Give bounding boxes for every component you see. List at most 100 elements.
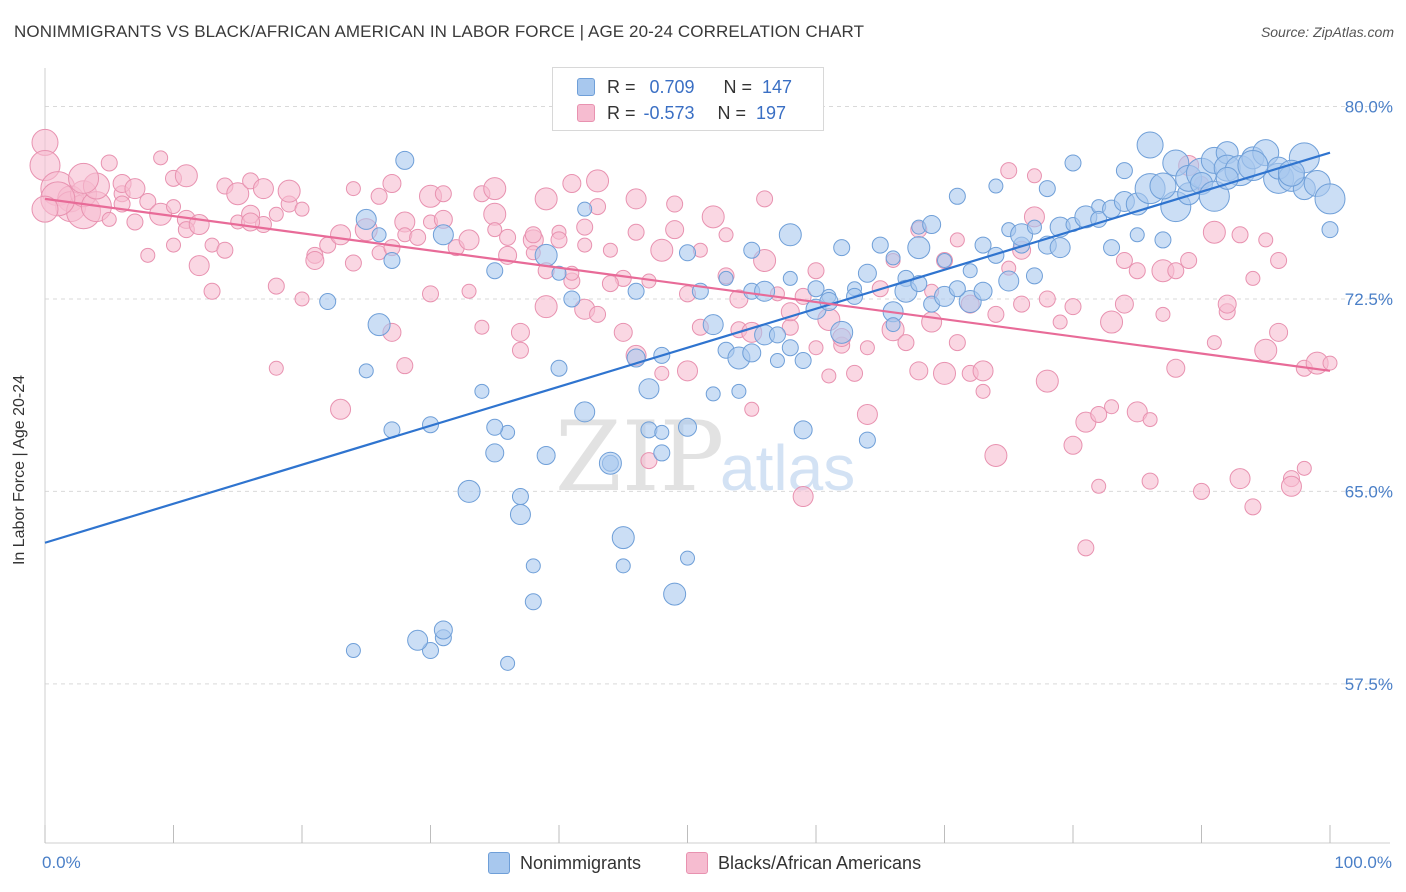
point-blacks <box>1064 298 1082 316</box>
point-blacks <box>216 241 234 259</box>
point-blacks <box>718 227 734 243</box>
point-nonimmigrants <box>525 558 541 574</box>
point-nonimmigrants <box>598 451 622 475</box>
trend-lines <box>44 151 1331 544</box>
point-blacks <box>586 169 610 193</box>
point-nonimmigrants <box>615 558 631 574</box>
point-nonimmigrants <box>782 270 798 286</box>
point-blacks <box>1114 294 1134 314</box>
point-nonimmigrants <box>743 241 761 259</box>
point-nonimmigrants <box>611 526 635 550</box>
point-blacks <box>846 364 864 382</box>
point-nonimmigrants <box>524 593 542 611</box>
point-nonimmigrants <box>1149 172 1177 200</box>
point-nonimmigrants <box>534 243 558 267</box>
legend-n-label: N = <box>717 102 747 123</box>
point-blacks <box>792 486 814 508</box>
point-blacks <box>666 195 684 213</box>
point-nonimmigrants <box>1026 219 1042 235</box>
point-nonimmigrants <box>781 339 799 357</box>
point-blacks <box>654 365 670 381</box>
bottom-legend-label: Nonimmigrants <box>520 852 642 873</box>
point-blacks <box>625 188 647 210</box>
point-blacks <box>577 237 593 253</box>
legend-n-label: N = <box>723 76 753 97</box>
point-blacks <box>984 444 1008 467</box>
point-blacks <box>589 198 607 216</box>
point-nonimmigrants <box>319 293 337 311</box>
point-nonimmigrants <box>663 582 687 606</box>
point-blacks <box>252 178 274 200</box>
legend-r-label: R = <box>607 102 636 123</box>
point-blacks <box>972 360 994 382</box>
point-blacks <box>474 319 490 335</box>
point-blacks <box>268 206 284 222</box>
point-nonimmigrants <box>509 504 531 526</box>
point-blacks <box>1115 251 1133 269</box>
point-nonimmigrants <box>680 550 695 566</box>
point-nonimmigrants <box>485 443 505 463</box>
point-blacks <box>897 334 915 352</box>
point-blacks <box>101 211 117 227</box>
point-blacks <box>1254 338 1278 362</box>
point-nonimmigrants <box>653 444 671 462</box>
y-tick-label: 57.5% <box>1345 675 1393 694</box>
point-blacks <box>1206 335 1222 351</box>
point-blacks <box>203 282 221 300</box>
point-nonimmigrants <box>457 479 481 503</box>
point-nonimmigrants <box>678 417 697 437</box>
point-nonimmigrants <box>793 420 813 440</box>
point-nonimmigrants <box>962 263 978 279</box>
point-blacks <box>756 190 774 208</box>
point-nonimmigrants <box>833 239 851 257</box>
legend-swatch-blue <box>577 78 595 96</box>
point-nonimmigrants <box>1129 227 1145 243</box>
point-blacks <box>808 340 824 356</box>
point-blacks <box>267 277 285 295</box>
point-blacks <box>856 403 878 425</box>
point-nonimmigrants <box>858 431 876 449</box>
point-nonimmigrants <box>794 352 812 370</box>
point-nonimmigrants <box>1038 180 1056 198</box>
legend-swatch-pink <box>577 104 595 122</box>
point-nonimmigrants <box>345 643 361 659</box>
point-blacks <box>461 283 477 299</box>
legend-row-nonimmigrants: R = 0.709 N = 147 <box>577 76 792 98</box>
legend-n-value: 197 <box>756 102 787 123</box>
point-nonimmigrants <box>654 424 670 440</box>
point-blacks <box>1026 168 1042 184</box>
point-blacks <box>1104 399 1120 415</box>
point-blacks <box>188 255 210 277</box>
point-nonimmigrants <box>885 250 901 266</box>
point-blacks <box>550 231 568 249</box>
point-blacks <box>1322 355 1338 371</box>
point-nonimmigrants <box>577 201 593 217</box>
point-blacks <box>1245 270 1261 286</box>
point-blacks <box>140 247 156 263</box>
point-blacks <box>1193 482 1210 500</box>
point-blacks <box>1155 306 1171 322</box>
point-blacks <box>987 305 1005 323</box>
point-blacks <box>948 334 966 352</box>
point-blacks <box>601 275 619 293</box>
point-nonimmigrants <box>988 178 1004 194</box>
point-blacks <box>1013 295 1031 313</box>
point-blacks <box>174 164 198 188</box>
legend-r-value: -0.573 <box>643 102 695 123</box>
point-blacks <box>1100 310 1124 334</box>
point-nonimmigrants <box>778 223 802 247</box>
point-nonimmigrants <box>422 642 439 660</box>
point-nonimmigrants <box>627 282 645 300</box>
point-blacks <box>422 285 439 303</box>
point-blacks <box>1090 405 1108 423</box>
point-nonimmigrants <box>937 252 952 268</box>
point-blacks <box>1296 460 1312 476</box>
point-blacks <box>1091 478 1107 494</box>
point-blacks <box>1166 358 1186 378</box>
point-blacks <box>1258 232 1274 248</box>
point-blacks <box>1035 369 1059 393</box>
point-blacks <box>1141 472 1159 490</box>
point-blacks <box>510 322 530 342</box>
legend-n-value: 147 <box>762 76 793 97</box>
point-nonimmigrants <box>371 227 387 243</box>
